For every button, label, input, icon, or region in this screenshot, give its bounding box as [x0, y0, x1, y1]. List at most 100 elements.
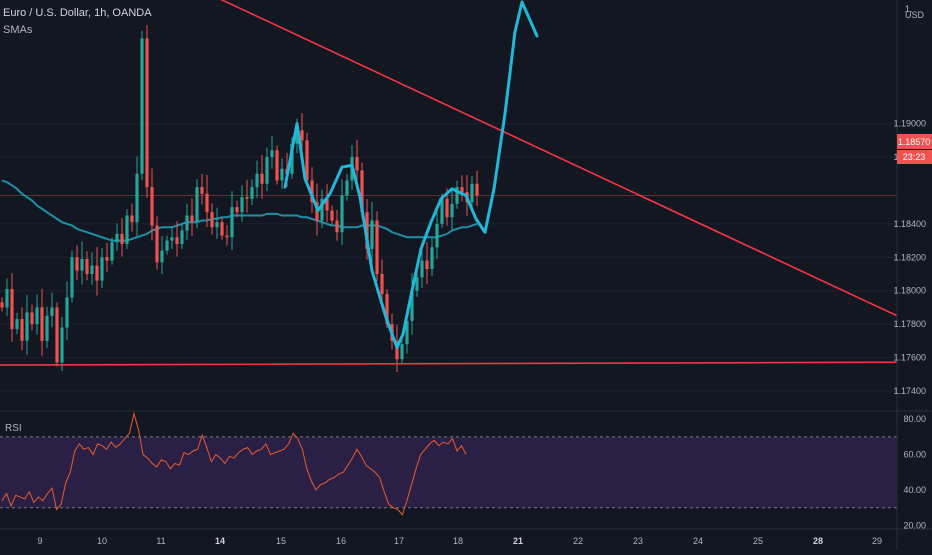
- candle-body[interactable]: [45, 315, 49, 341]
- candle-body[interactable]: [110, 242, 114, 261]
- candle-body[interactable]: [80, 258, 84, 271]
- candle-body[interactable]: [345, 180, 349, 196]
- candle-body[interactable]: [10, 289, 14, 330]
- candle-body[interactable]: [60, 327, 64, 363]
- candle-body[interactable]: [340, 195, 344, 233]
- support-line[interactable]: [0, 361, 898, 366]
- candle-body[interactable]: [395, 340, 399, 360]
- symbol-title[interactable]: Euro / U.S. Dollar, 1h, OANDA: [3, 7, 152, 19]
- time-axis[interactable]: 9 10 11 14 15 16 17 18 21 22 23 24 25 28 29: [37, 536, 882, 546]
- drawing-layer[interactable]: [283, 0, 539, 350]
- candle-body[interactable]: [235, 207, 239, 213]
- candle-body[interactable]: [450, 203, 454, 218]
- candle-body[interactable]: [215, 222, 219, 228]
- candle-body[interactable]: [15, 319, 19, 330]
- candle-body[interactable]: [200, 187, 204, 194]
- candle-body[interactable]: [165, 240, 169, 251]
- candle-body[interactable]: [365, 212, 369, 249]
- candle-body[interactable]: [195, 187, 199, 223]
- candle-body[interactable]: [335, 220, 339, 233]
- candle-body[interactable]: [185, 215, 189, 231]
- candle-body[interactable]: [230, 207, 234, 238]
- candle-body[interactable]: [460, 187, 464, 193]
- candle-body[interactable]: [170, 237, 174, 241]
- candle-body[interactable]: [290, 143, 294, 174]
- candle-body[interactable]: [250, 187, 254, 199]
- candle-body[interactable]: [435, 223, 439, 248]
- candles-layer[interactable]: [0, 25, 479, 372]
- candle-body[interactable]: [300, 130, 304, 141]
- candle-body[interactable]: [100, 257, 104, 281]
- candle-body[interactable]: [270, 150, 274, 158]
- candle-body[interactable]: [95, 265, 99, 281]
- candle-body[interactable]: [445, 198, 449, 218]
- candle-body[interactable]: [140, 38, 144, 174]
- candle-body[interactable]: [20, 319, 24, 341]
- candle-body[interactable]: [440, 198, 444, 224]
- currency-label[interactable]: USD: [905, 10, 925, 20]
- candle-body[interactable]: [305, 140, 309, 181]
- candle-body[interactable]: [370, 220, 374, 249]
- candle-body[interactable]: [310, 180, 314, 203]
- candle-body[interactable]: [355, 157, 359, 171]
- candle-body[interactable]: [25, 312, 29, 341]
- rsi-title[interactable]: RSI: [5, 423, 22, 434]
- candle-body[interactable]: [360, 170, 364, 213]
- candle-body[interactable]: [320, 198, 324, 221]
- candle-body[interactable]: [385, 294, 389, 325]
- candle-body[interactable]: [155, 225, 159, 263]
- candle-body[interactable]: [295, 130, 299, 144]
- candle-body[interactable]: [40, 307, 44, 341]
- candle-body[interactable]: [470, 183, 474, 203]
- candle-body[interactable]: [260, 173, 264, 184]
- candle-body[interactable]: [0, 302, 4, 308]
- candle-body[interactable]: [125, 215, 129, 244]
- candle-body[interactable]: [50, 307, 54, 316]
- candle-body[interactable]: [35, 307, 39, 325]
- sma-line[interactable]: [1, 179, 478, 242]
- candle-body[interactable]: [145, 38, 149, 188]
- candle-body[interactable]: [205, 193, 209, 213]
- candle-body[interactable]: [220, 222, 224, 236]
- descending-trendline[interactable]: [165, 0, 898, 317]
- candle-body[interactable]: [130, 215, 134, 223]
- candle-body[interactable]: [275, 150, 279, 181]
- candle-body[interactable]: [325, 198, 329, 211]
- candle-body[interactable]: [430, 247, 434, 269]
- candle-body[interactable]: [225, 235, 229, 238]
- candle-body[interactable]: [105, 257, 109, 261]
- candle-body[interactable]: [55, 307, 59, 363]
- candle-body[interactable]: [425, 260, 429, 269]
- candle-body[interactable]: [150, 187, 154, 226]
- candle-body[interactable]: [265, 157, 269, 184]
- candle-body[interactable]: [65, 297, 69, 328]
- candle-body[interactable]: [70, 257, 74, 298]
- candle-body[interactable]: [330, 210, 334, 221]
- candle-body[interactable]: [255, 173, 259, 188]
- candle-body[interactable]: [5, 289, 9, 308]
- candle-body[interactable]: [475, 183, 479, 196]
- trendline-layer[interactable]: [0, 0, 898, 366]
- candle-body[interactable]: [175, 237, 179, 244]
- candle-body[interactable]: [420, 260, 424, 278]
- candle-body[interactable]: [415, 277, 419, 291]
- rsi-line[interactable]: [1, 411, 467, 516]
- candle-body[interactable]: [30, 312, 34, 325]
- candle-body[interactable]: [160, 250, 164, 263]
- candle-body[interactable]: [245, 197, 249, 199]
- candle-body[interactable]: [380, 274, 384, 295]
- forecast-drawing[interactable]: [283, 0, 539, 350]
- candle-body[interactable]: [85, 258, 89, 274]
- candle-body[interactable]: [375, 220, 379, 274]
- candle-body[interactable]: [405, 320, 409, 345]
- candle-body[interactable]: [180, 230, 184, 244]
- candle-body[interactable]: [410, 290, 414, 321]
- rsi-axis[interactable]: 80.00 60.00 40.00 20.00: [903, 414, 926, 530]
- candle-body[interactable]: [400, 344, 404, 360]
- candle-body[interactable]: [90, 265, 94, 274]
- candle-body[interactable]: [115, 233, 119, 243]
- candle-body[interactable]: [280, 168, 284, 181]
- candle-body[interactable]: [190, 215, 194, 223]
- candle-body[interactable]: [135, 173, 139, 223]
